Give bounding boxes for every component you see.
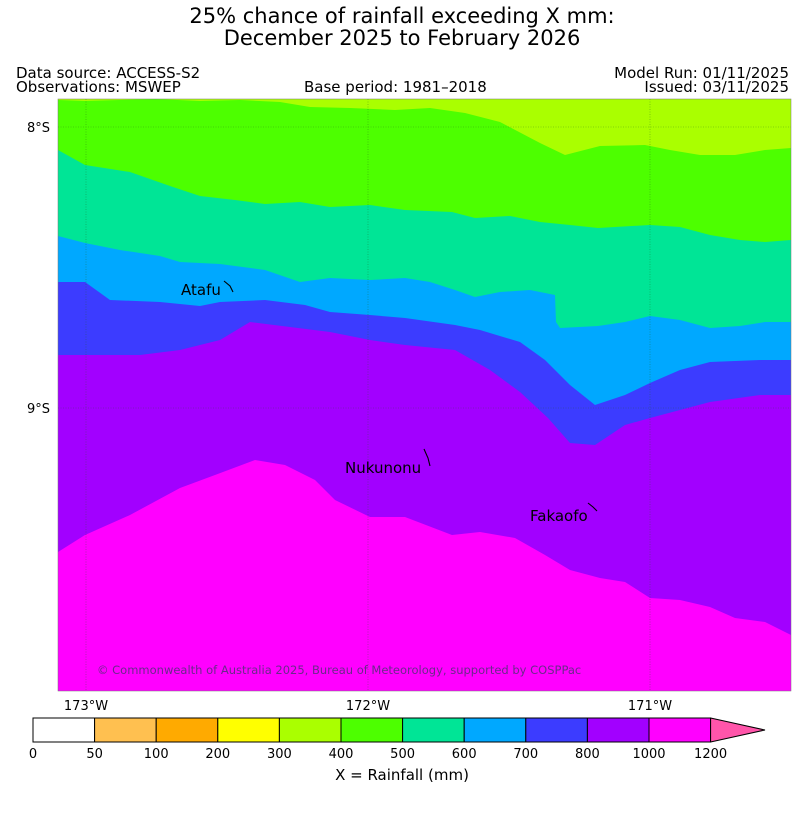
chart-title-line1: 25% chance of rainfall exceeding X mm: — [189, 4, 615, 28]
colorbar-label-800: 800 — [575, 747, 600, 762]
colorbar-label-100: 100 — [144, 747, 169, 762]
nukunonu-atoll-outline — [423, 448, 431, 467]
graticule — [58, 99, 791, 691]
colorbar-arrow-over-1200 — [710, 717, 766, 743]
colorbar-label-500: 500 — [390, 747, 415, 762]
data-source-label: Data source: ACCESS-S2 — [16, 64, 201, 82]
lon-tick-171w: 171°W — [628, 699, 672, 714]
copyright-notice: © Commonwealth of Australia 2025, Bureau… — [97, 663, 581, 677]
colorbar-label-700: 700 — [513, 747, 538, 762]
place-label-fakaofo: Fakaofo — [530, 507, 588, 525]
band-1000-1200 — [58, 460, 791, 691]
colorbar-label-0: 0 — [29, 747, 37, 762]
colorbar-swatch-500-600 — [402, 717, 465, 743]
colorbar-label-1200: 1200 — [694, 747, 727, 762]
colorbar-swatch-1000-1200 — [648, 717, 712, 743]
model-run-label: Model Run: 01/11/2025 — [614, 64, 789, 82]
colorbar-swatch-200-300 — [217, 717, 280, 743]
colorbar-swatch-800-1000 — [586, 717, 650, 743]
band-300-400 — [58, 99, 791, 155]
lon-tick-173w: 173°W — [64, 699, 108, 714]
issued-label: Issued: 03/11/2025 — [644, 78, 789, 96]
place-label-nukunonu: Nukunonu — [345, 459, 421, 477]
colorbar-swatch-600-700 — [463, 717, 527, 743]
place-label-atafu: Atafu — [181, 281, 221, 299]
observations-label: Observations: MSWEP — [16, 78, 181, 96]
colorbar-axis-label: X = Rainfall (mm) — [335, 766, 469, 784]
lat-tick-8s: 8°S — [27, 121, 50, 136]
rainfall-field: Atafu Nukunonu Fakaofo © Commonwealth of… — [58, 99, 791, 691]
colorbar-swatch-300-400 — [278, 717, 342, 743]
chart-title-line2: December 2025 to February 2026 — [223, 26, 581, 50]
colorbar-swatch-700-800 — [525, 717, 588, 743]
colorbar-swatch-400-500 — [340, 717, 404, 743]
colorbar-swatch-100-200 — [155, 717, 219, 743]
colorbar-label-300: 300 — [267, 747, 292, 762]
colorbar-swatch-50-100 — [94, 717, 157, 743]
colorbar-label-600: 600 — [452, 747, 477, 762]
colorbar-label-200: 200 — [205, 747, 230, 762]
atafu-atoll-outline — [223, 280, 234, 293]
colorbar-label-50: 50 — [86, 747, 103, 762]
colorbar-label-1000: 1000 — [632, 747, 665, 762]
fakaofo-atoll-outline — [587, 502, 598, 512]
colorbar-label-400: 400 — [329, 747, 354, 762]
lon-tick-172w: 172°W — [346, 699, 390, 714]
lat-tick-9s: 9°S — [27, 402, 50, 417]
colorbar: 0 50 100 200 300 400 500 600 700 800 100… — [29, 717, 766, 762]
map-frame — [57, 98, 792, 692]
base-period-label: Base period: 1981–2018 — [304, 78, 487, 96]
colorbar-swatch-0-50 — [32, 717, 96, 743]
